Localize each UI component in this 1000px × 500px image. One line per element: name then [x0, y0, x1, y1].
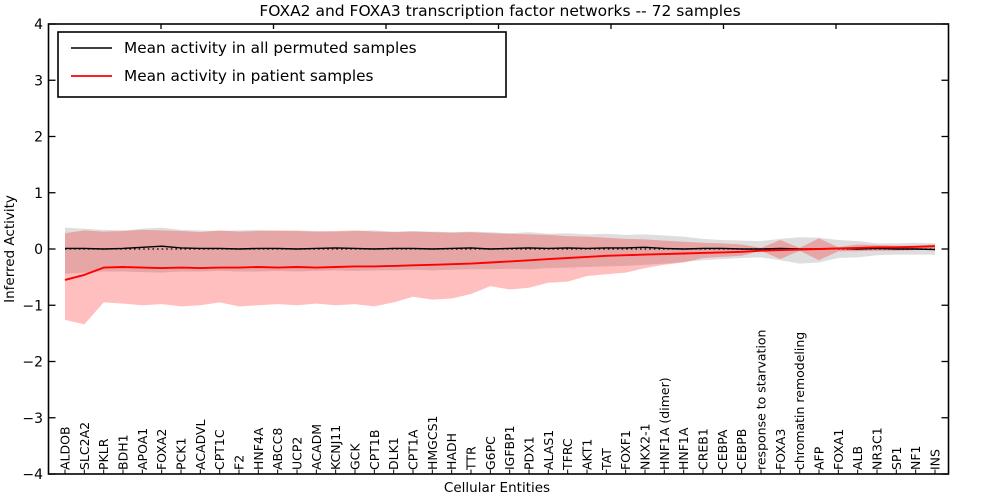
tick-labels: 4 3 2 1 0 −1 −2 −3 −4 ALDOB SLC2A2 PKLR BDH1 APOA1 FOX… [22, 17, 942, 483]
y-tick-label: 1 [34, 186, 43, 202]
x-tick-label: CPT1A [406, 429, 421, 470]
x-tick-label: AFP [812, 446, 827, 470]
x-tick-label: FOXA3 [773, 429, 788, 470]
x-tick-label: KCNJ11 [328, 425, 343, 470]
x-tick-label: HMGCS1 [425, 416, 440, 471]
y-tick-label: 0 [34, 242, 43, 258]
x-tick-label: APOA1 [135, 428, 150, 470]
permuted-confidence-band [65, 227, 935, 274]
x-tick-label: TAT [599, 448, 614, 471]
x-tick-label: ALAS1 [541, 430, 556, 470]
x-tick-label: TTR [464, 446, 479, 471]
x-tick-label: BDH1 [116, 434, 131, 470]
legend-label-patient-samples: Mean activity in patient samples [124, 67, 374, 85]
x-tick-label: FOXF1 [618, 430, 633, 470]
x-tick-label: F2 [232, 455, 247, 470]
chart-title: FOXA2 and FOXA3 transcription factor net… [259, 2, 740, 20]
x-tick-label: G6PC [483, 436, 498, 470]
legend-label-permuted-samples: Mean activity in all permuted samples [124, 39, 417, 57]
x-tick-label: AKT1 [580, 439, 595, 470]
permuted-mean-line [65, 245, 936, 251]
x-tick-label: CEBPB [734, 429, 749, 470]
confidence-bands [65, 227, 935, 325]
x-tick-label: CPT1B [367, 430, 382, 470]
x-tick-label: ALDOB [58, 426, 73, 470]
y-tick-label: 4 [34, 17, 43, 33]
y-tick-label: −3 [22, 411, 43, 427]
x-tick-label: PDX1 [522, 436, 537, 470]
x-tick-label: ACADM [309, 424, 324, 470]
x-tick-label: SLC2A2 [77, 422, 92, 470]
x-tick-label: NKX2-1 [638, 423, 653, 470]
y-tick-label: −1 [22, 298, 43, 314]
x-tick-label: CPT1C [212, 429, 227, 470]
x-tick-label: HNF4A [251, 427, 266, 470]
y-axis-label: Inferred Activity [2, 195, 18, 303]
x-tick-label: FOXA1 [831, 429, 846, 470]
x-tick-label: UCP2 [290, 437, 305, 470]
legend: Mean activity in all permuted samples Me… [57, 31, 507, 98]
x-tick-label: PKLR [96, 438, 111, 470]
x-tick-label: INS [928, 449, 943, 470]
x-tick-label: SP1 [889, 447, 904, 470]
x-tick-label: NR3C1 [870, 427, 885, 470]
y-tick-label: −2 [22, 355, 43, 371]
x-tick-label: CREB1 [696, 428, 711, 470]
legend-box [57, 31, 507, 98]
x-tick-label: HADH [444, 433, 459, 470]
y-tick-label: 3 [34, 73, 43, 89]
y-tick-label: 2 [34, 130, 43, 146]
x-tick-label: TFRC [560, 438, 575, 471]
y-tick-label: −4 [22, 467, 43, 483]
plot-frame [47, 23, 950, 475]
x-tick-label: ALB [850, 446, 865, 470]
mean-lines [64, 245, 936, 281]
patient-mean-line [64, 245, 936, 281]
x-tick-label: ABCC8 [270, 428, 285, 470]
x-tick-label: HNF1A [676, 427, 691, 470]
x-tick-label: CEBPA [715, 429, 730, 470]
x-tick-label: NF1 [908, 446, 923, 471]
x-tick-label: ACADVL [193, 419, 208, 470]
x-tick-label: chromatin remodeling [792, 332, 807, 470]
x-tick-label: DLK1 [386, 437, 401, 470]
x-axis-label: Cellular Entities [444, 480, 550, 496]
x-tick-label: response to starvation [754, 330, 769, 471]
x-tick-label: FOXA2 [154, 429, 169, 470]
x-tick-label: PCK1 [174, 438, 189, 470]
x-tick-label: GCK [348, 443, 363, 470]
x-tick-label: HNF1A (dimer) [657, 377, 672, 470]
x-tick-label: IGFBP1 [502, 425, 517, 470]
patient-confidence-band [65, 229, 935, 325]
